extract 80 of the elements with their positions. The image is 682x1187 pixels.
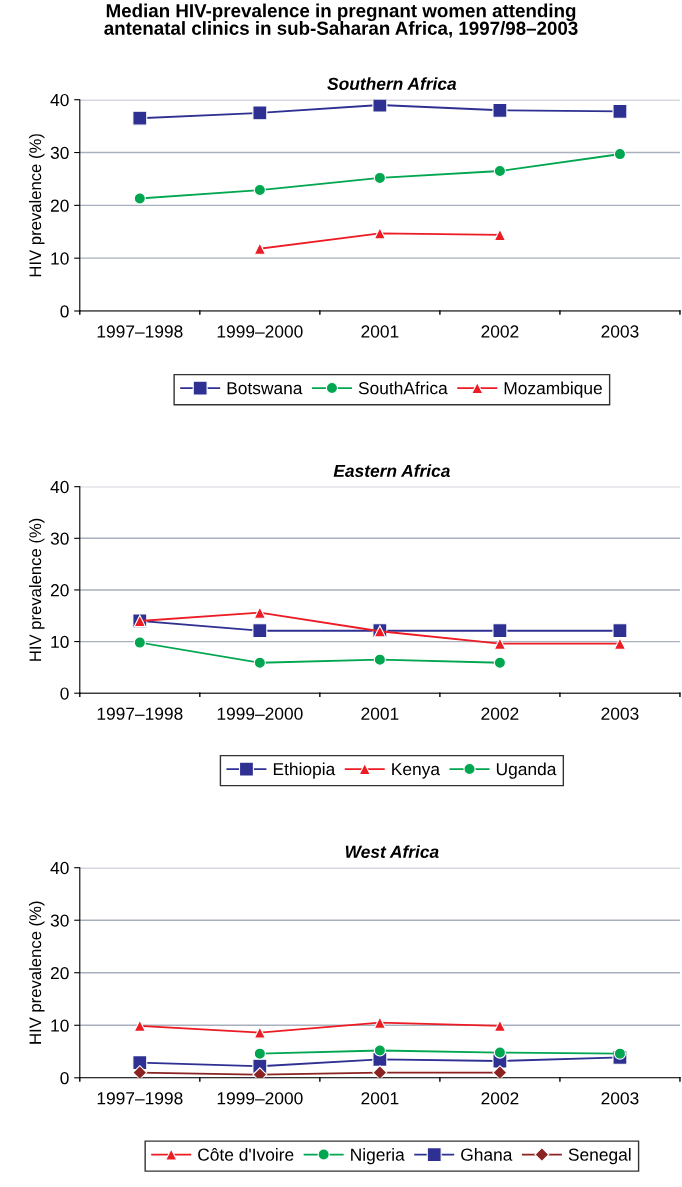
y-tick-label: 30 (50, 914, 69, 927)
point (613, 148, 627, 161)
point (133, 636, 146, 649)
legend-label: SouthAfrica (358, 381, 448, 395)
point (253, 606, 266, 619)
legend-label: Senegal (568, 1148, 631, 1165)
y-tick-label: 20 (50, 199, 69, 212)
y-tick-label: 0 (60, 1071, 69, 1085)
point (492, 102, 508, 118)
point (493, 1019, 507, 1032)
chart-subtitle: Eastern Africa (333, 464, 450, 478)
y-axis-title: HIV prevalence (%) (28, 134, 45, 277)
legend-label: Mozambique (504, 381, 602, 398)
x-tick-label: 1997–1998 (97, 1092, 183, 1105)
point (253, 656, 266, 669)
point (613, 1047, 627, 1060)
point (373, 653, 386, 666)
y-tick-label: 20 (50, 966, 69, 980)
y-axis-title: HIV prevalence (%) (28, 901, 45, 1044)
point (372, 99, 388, 113)
x-tick-label: 1999–2000 (217, 325, 303, 338)
x-tick-label: 2002 (481, 325, 519, 338)
y-tick-label: 0 (60, 687, 69, 700)
point (132, 1065, 148, 1078)
point (133, 192, 146, 205)
y-tick-label: 20 (50, 584, 69, 597)
point (373, 1044, 386, 1057)
x-tick-label: 1997–1998 (97, 707, 183, 720)
x-tick-label: 2002 (481, 1092, 519, 1105)
point (253, 1047, 266, 1060)
point (133, 1019, 146, 1032)
y-axis-title: HIV prevalence (%) (28, 518, 45, 661)
point (372, 1065, 388, 1078)
chart-subtitle: Southern Africa (327, 77, 457, 90)
y-tick-label: 10 (51, 1019, 69, 1032)
point (493, 1046, 507, 1059)
legend-label: Botswana (227, 382, 303, 395)
x-tick-label: 2003 (601, 1092, 639, 1105)
x-tick-label: 2001 (361, 325, 399, 338)
chart-title: Median HIV-prevalence in pregnant women attending antenatal clinics in sub-Saharan Africa, 1997/98–2003 (104, 3, 578, 38)
chart-subtitle: West Africa (345, 845, 439, 858)
y-tick-label: 10 (51, 635, 69, 649)
point (612, 623, 628, 639)
legend-label: Ethiopia (273, 762, 336, 779)
point (253, 1026, 266, 1039)
y-tick-label: 40 (50, 93, 69, 107)
legend-label: Uganda (496, 762, 557, 779)
y-tick-label: 30 (50, 532, 69, 545)
point (493, 164, 507, 178)
y-tick-label: 30 (50, 146, 69, 159)
point (493, 228, 507, 242)
point (612, 103, 628, 119)
point (252, 105, 268, 121)
y-tick-label: 0 (60, 305, 69, 318)
point (373, 171, 386, 184)
legend-label: Côte d'Ivoire (198, 1147, 294, 1161)
point (493, 656, 507, 669)
point (492, 1065, 508, 1078)
point (493, 637, 507, 650)
legend-label: Ghana (461, 1148, 513, 1161)
x-tick-label: 1999–2000 (217, 707, 303, 720)
legend-label: Kenya (392, 763, 441, 779)
y-tick-label: 10 (51, 252, 69, 265)
point (492, 623, 508, 639)
legend-label: Nigeria (351, 1148, 405, 1165)
point (132, 110, 148, 126)
x-tick-label: 2001 (361, 1092, 399, 1105)
x-tick-label: 1999–2000 (217, 1092, 303, 1105)
point (252, 623, 268, 639)
point (253, 183, 266, 197)
point (613, 637, 627, 650)
x-tick-label: 2003 (601, 707, 639, 720)
point (373, 1016, 386, 1029)
y-tick-label: 40 (50, 480, 69, 494)
point (253, 242, 266, 255)
y-tick-label: 40 (50, 861, 69, 875)
x-tick-label: 2002 (481, 707, 519, 720)
x-tick-label: 2001 (361, 707, 399, 720)
x-tick-label: 1997–1998 (97, 325, 183, 338)
x-tick-label: 2003 (601, 325, 639, 338)
